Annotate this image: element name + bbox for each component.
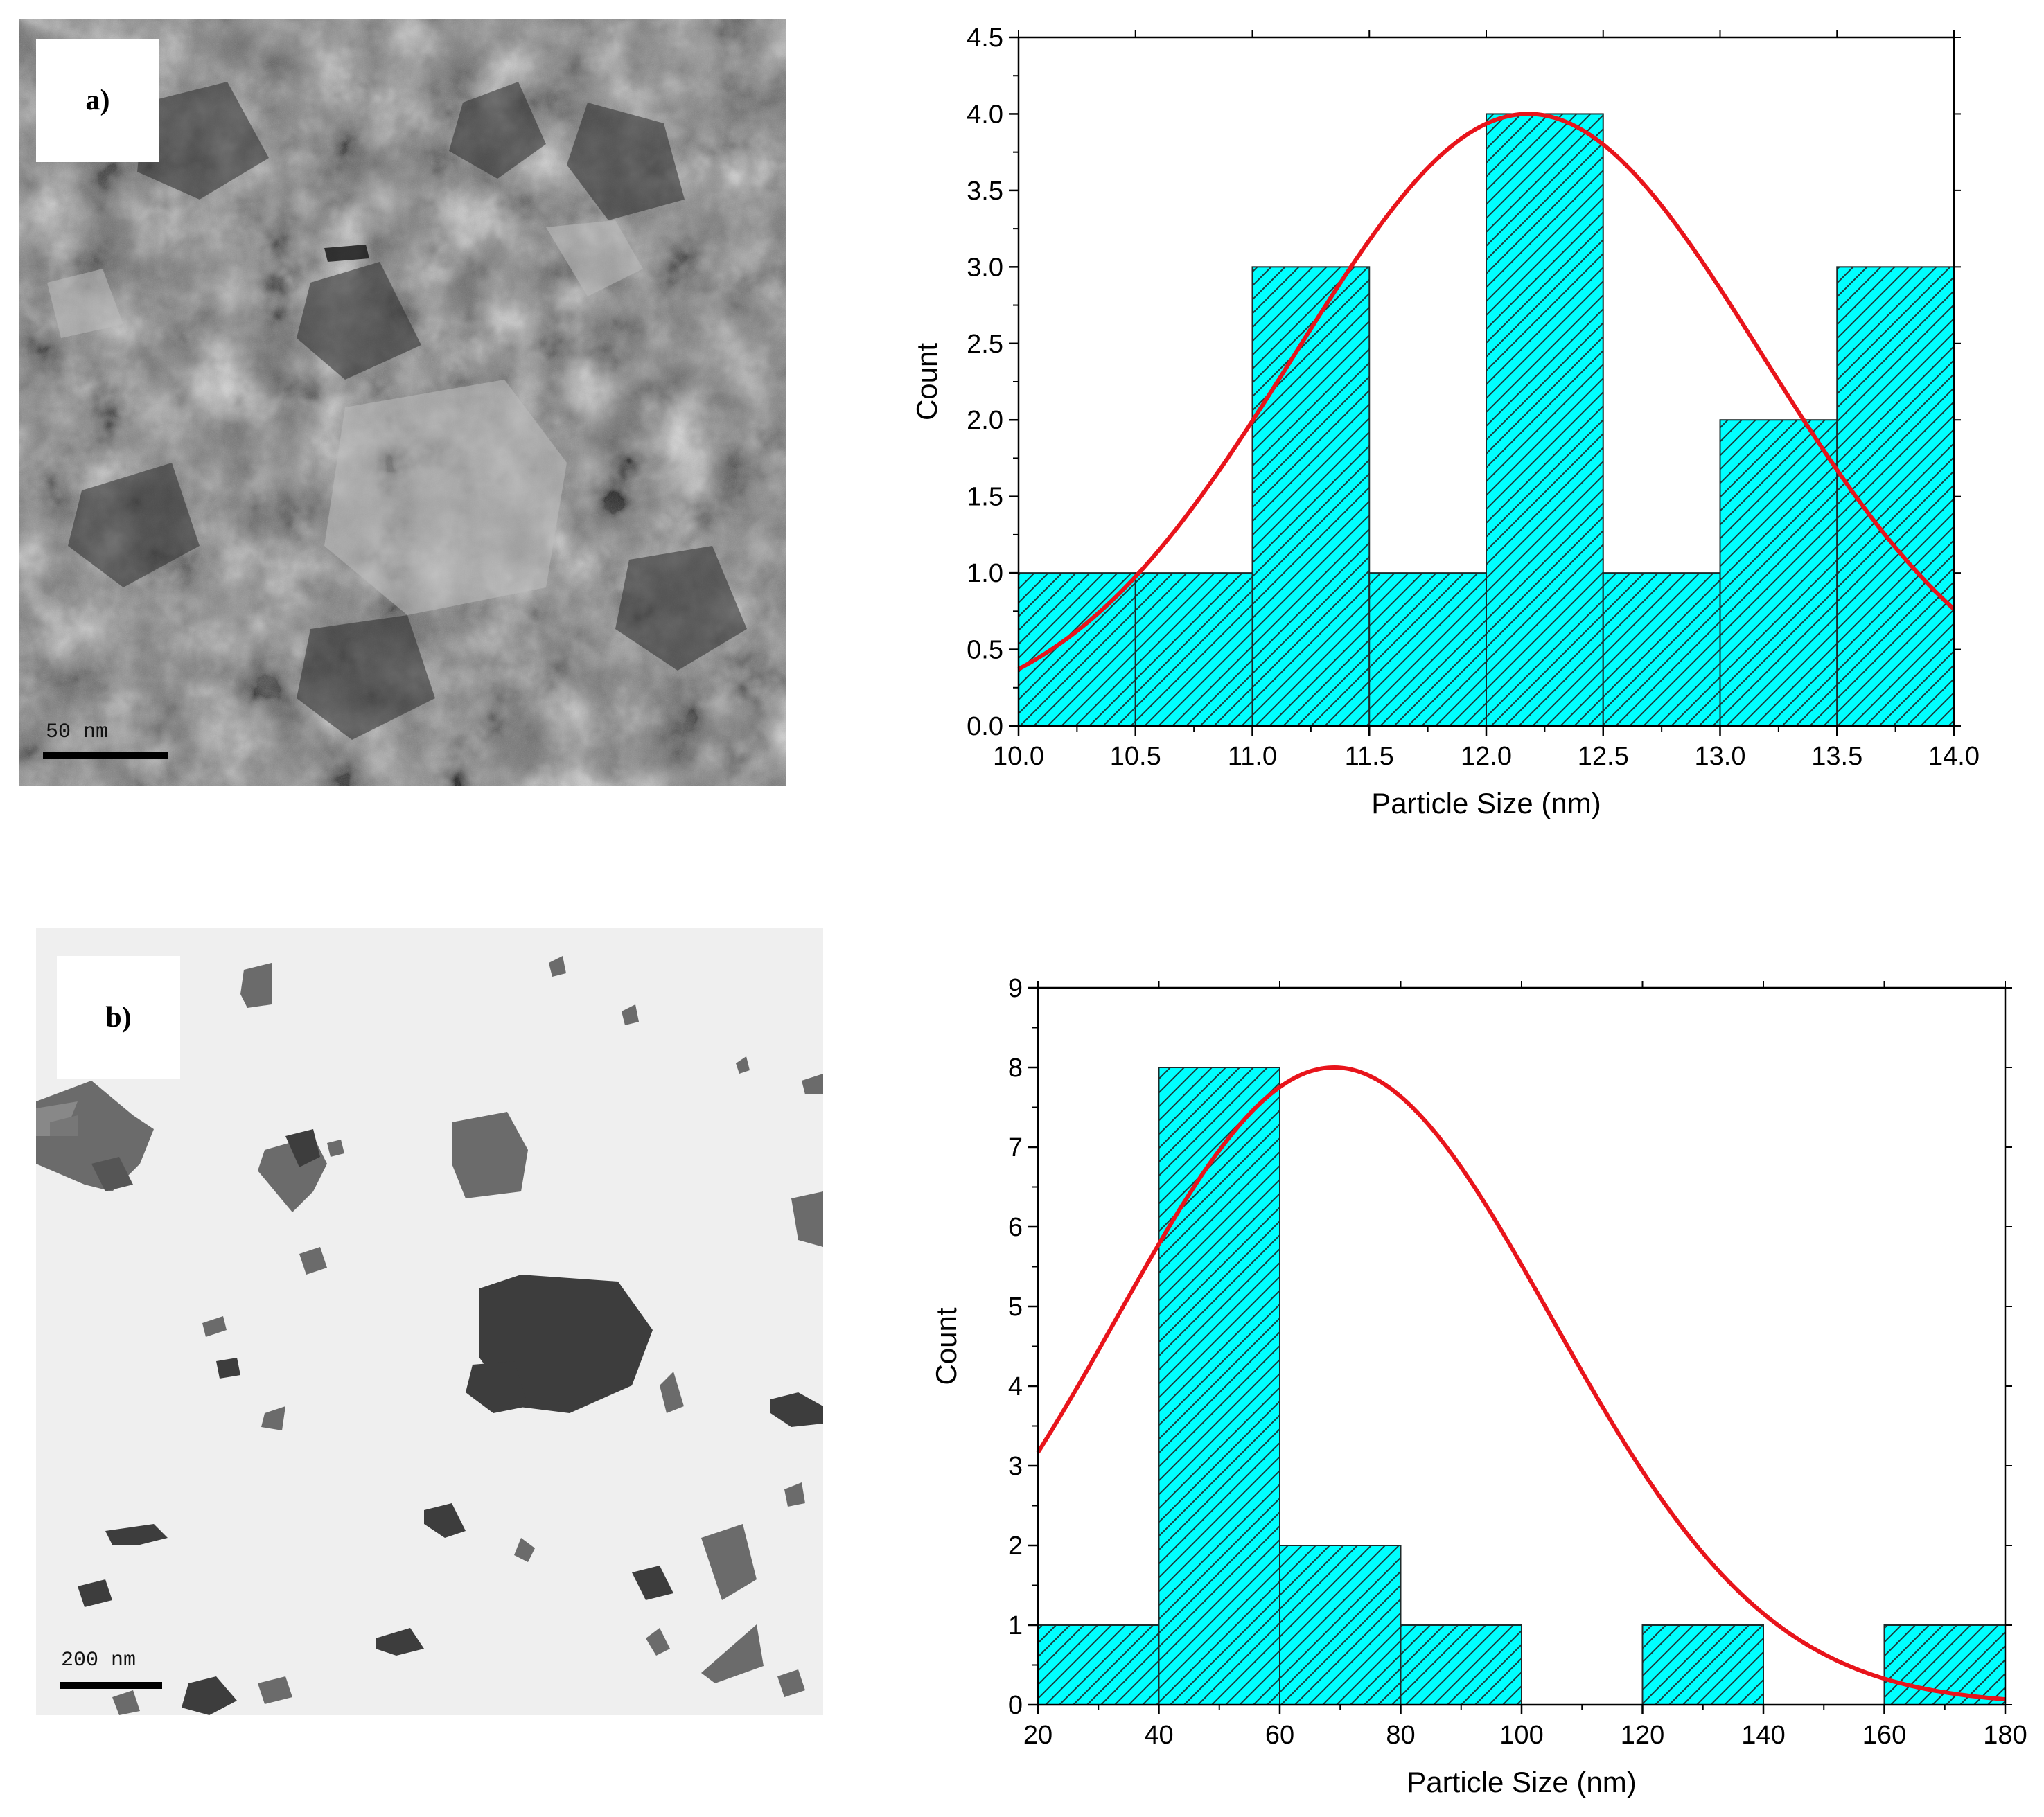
y-axis-label: Count xyxy=(930,1307,962,1385)
histogram-bar xyxy=(1158,1067,1280,1705)
y-axis-label: Count xyxy=(910,343,943,420)
x-tick-label: 13.5 xyxy=(1811,742,1862,771)
x-axis-label: Particle Size (nm) xyxy=(1371,787,1601,819)
histogram-bar xyxy=(1134,572,1253,727)
histogram-bar xyxy=(1641,1624,1764,1705)
x-tick-label: 180 xyxy=(1983,1721,2027,1750)
y-tick-label: 1.0 xyxy=(967,559,1003,588)
x-tick-label: 120 xyxy=(1621,1721,1664,1750)
x-tick-label: 100 xyxy=(1499,1721,1543,1750)
x-tick-label: 140 xyxy=(1741,1721,1785,1750)
y-tick-label: 6 xyxy=(1008,1213,1023,1242)
y-tick-label: 3.0 xyxy=(967,253,1003,282)
scale-bar-b xyxy=(60,1682,162,1689)
x-tick-label: 10.5 xyxy=(1110,742,1161,771)
y-tick-label: 1.5 xyxy=(967,483,1003,512)
x-tick-label: 160 xyxy=(1862,1721,1906,1750)
y-tick-label: 4 xyxy=(1008,1372,1023,1401)
y-tick-label: 0 xyxy=(1008,1691,1023,1720)
x-tick-label: 10.0 xyxy=(993,742,1044,771)
x-axis-label: Particle Size (nm) xyxy=(1407,1766,1636,1798)
y-tick-label: 9 xyxy=(1008,974,1023,1003)
y-tick-label: 4.5 xyxy=(967,24,1003,53)
panel-label-b: b) xyxy=(57,956,180,1079)
x-tick-label: 12.5 xyxy=(1578,742,1629,771)
y-tick-label: 1 xyxy=(1008,1611,1023,1640)
x-tick-label: 11.5 xyxy=(1345,742,1394,771)
histogram-bar xyxy=(1719,419,1838,727)
histogram-b: 20 40 60 80 100 120 140 160 180 0 1 2 3 4 5 6 7 8 9 Particl… xyxy=(901,963,2027,1815)
scale-bar-label-b: 200 nm xyxy=(61,1649,136,1672)
histogram-b-svg: 20 40 60 80 100 120 140 160 180 0 1 2 3 4 5 6 7 8 9 Particl… xyxy=(930,974,2027,1798)
gaussian-fit-curve xyxy=(1036,1065,2006,1702)
x-tick-label: 14.0 xyxy=(1928,742,1980,771)
x-tick-label: 40 xyxy=(1144,1721,1173,1750)
y-tick-label: 0.0 xyxy=(967,712,1003,741)
scale-bar-a xyxy=(43,752,168,759)
y-tick-label: 2.5 xyxy=(967,330,1003,359)
histogram-bar xyxy=(1602,572,1721,727)
histogram-a-svg: 10.0 10.5 11.0 11.5 12.0 12.5 13.0 13.5 14.0 0.0 0… xyxy=(910,24,1980,819)
x-tick-label: 80 xyxy=(1386,1721,1415,1750)
histogram-bar xyxy=(1400,1624,1522,1705)
histogram-bar xyxy=(1279,1545,1402,1705)
y-tick-label: 2 xyxy=(1008,1532,1023,1561)
histogram-a: 10.0 10.5 11.0 11.5 12.0 12.5 13.0 13.5 14.0 0.0 0… xyxy=(901,14,2023,845)
y-tick-label: 3 xyxy=(1008,1452,1023,1481)
y-tick-label: 4.0 xyxy=(967,100,1003,129)
x-tick-label: 13.0 xyxy=(1695,742,1746,771)
histogram-bar xyxy=(1368,572,1487,727)
x-tick-label: 12.0 xyxy=(1461,742,1512,771)
histogram-bar xyxy=(1486,113,1604,727)
y-tick-label: 2.0 xyxy=(967,406,1003,435)
tem-image-b-particles xyxy=(36,956,823,1715)
x-tick-label: 60 xyxy=(1265,1721,1294,1750)
histogram-bar xyxy=(1251,266,1371,727)
y-tick-label: 0.5 xyxy=(967,636,1003,665)
y-tick-label: 3.5 xyxy=(967,177,1003,206)
x-tick-label: 11.0 xyxy=(1228,742,1277,771)
y-tick-label: 5 xyxy=(1008,1293,1023,1322)
y-tick-label: 8 xyxy=(1008,1054,1023,1083)
scale-bar-label-a: 50 nm xyxy=(46,720,109,744)
panel-label-a: a) xyxy=(36,39,159,162)
x-tick-label: 20 xyxy=(1023,1721,1052,1750)
histogram-bar xyxy=(1037,1624,1160,1705)
y-tick-label: 7 xyxy=(1008,1133,1023,1162)
gaussian-fit-curve xyxy=(1017,112,1956,671)
